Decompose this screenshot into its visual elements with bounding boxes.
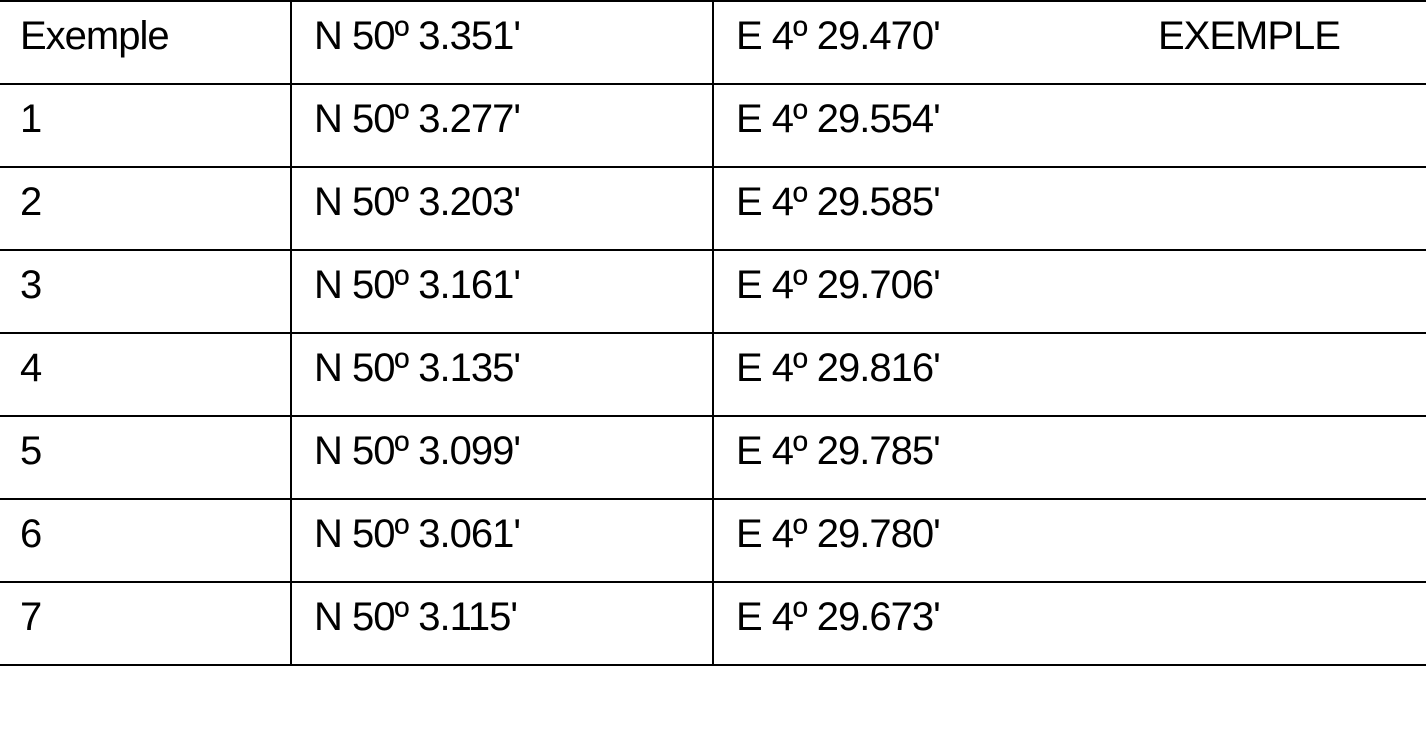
waypoint-name: 2 (20, 180, 42, 224)
latitude-cell: N 50º 3.161' (290, 251, 712, 332)
waypoint-name-cell: •1 (0, 85, 290, 166)
longitude-cell: E 4º 29.673' (712, 583, 1426, 664)
waypoint-name: 1 (20, 97, 42, 141)
bullet-icon: • (0, 517, 20, 547)
waypoint-name: 3 (20, 263, 42, 307)
waypoint-name: Exemple (20, 14, 170, 58)
table-row: •5N 50º 3.099'E 4º 29.785' (0, 417, 1426, 500)
waypoint-name: 6 (20, 512, 42, 556)
bullet-icon: • (0, 102, 20, 132)
table-row: •2N 50º 3.203'E 4º 29.585' (0, 168, 1426, 251)
table-row: •4N 50º 3.135'E 4º 29.816' (0, 334, 1426, 417)
waypoint-name: 7 (20, 595, 42, 639)
waypoint-name-cell: •7 (0, 583, 290, 664)
table-row: •6N 50º 3.061'E 4º 29.780' (0, 500, 1426, 583)
waypoint-name-cell: •3 (0, 251, 290, 332)
waypoint-name-cell: •5 (0, 417, 290, 498)
waypoint-name: 5 (20, 429, 42, 473)
latitude-cell: N 50º 3.135' (290, 334, 712, 415)
bullet-icon: • (0, 351, 20, 381)
waypoint-name-cell: •Exemple (0, 2, 290, 83)
note-cell: EXEMPLE (1158, 14, 1341, 58)
waypoint-name: 4 (20, 346, 42, 390)
longitude-cell: E 4º 29.780' (712, 500, 1426, 581)
bullet-icon: • (0, 19, 20, 49)
longitude-cell: E 4º 29.785' (712, 417, 1426, 498)
latitude-cell: N 50º 3.203' (290, 168, 712, 249)
bullet-icon: • (0, 185, 20, 215)
waypoint-name-cell: •2 (0, 168, 290, 249)
latitude-cell: N 50º 3.351' (290, 2, 712, 83)
longitude-cell: E 4º 29.706' (712, 251, 1426, 332)
table-row: •7N 50º 3.115'E 4º 29.673' (0, 583, 1426, 666)
latitude-cell: N 50º 3.277' (290, 85, 712, 166)
bullet-icon: • (0, 600, 20, 630)
table-row: •1N 50º 3.277'E 4º 29.554' (0, 85, 1426, 168)
table-row: •3N 50º 3.161'E 4º 29.706' (0, 251, 1426, 334)
longitude-cell: E 4º 29.585' (712, 168, 1426, 249)
longitude-cell: E 4º 29.470' (712, 2, 1426, 83)
longitude-cell: E 4º 29.554' (712, 85, 1426, 166)
longitude-cell: E 4º 29.816' (712, 334, 1426, 415)
latitude-cell: N 50º 3.061' (290, 500, 712, 581)
bullet-icon: • (0, 268, 20, 298)
waypoint-name-cell: •6 (0, 500, 290, 581)
latitude-cell: N 50º 3.115' (290, 583, 712, 664)
waypoint-name-cell: •4 (0, 334, 290, 415)
latitude-cell: N 50º 3.099' (290, 417, 712, 498)
bullet-icon: • (0, 434, 20, 464)
